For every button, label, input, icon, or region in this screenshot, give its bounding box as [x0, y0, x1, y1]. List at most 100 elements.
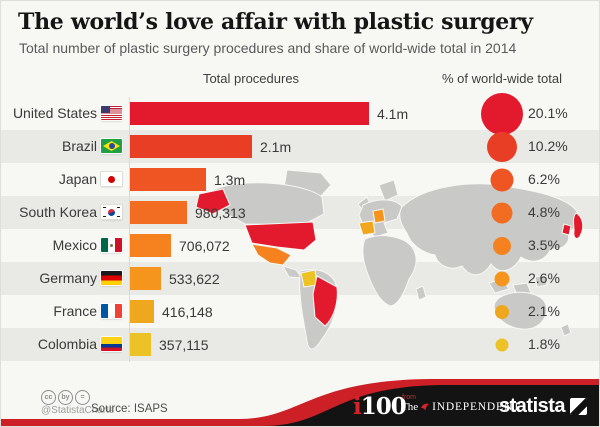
bar-wrap: 1.3m	[130, 163, 245, 196]
table-row: Colombia 357,115 1.8%	[1, 328, 599, 361]
bar-wrap: 980,313	[130, 196, 246, 229]
statista-logo-icon	[570, 398, 588, 415]
cc-license-icon: cc	[41, 390, 56, 405]
country-label: South Korea	[19, 204, 97, 220]
procedures-bar	[130, 333, 151, 356]
share-circle	[493, 236, 511, 255]
map-alaska	[195, 188, 231, 215]
footer-black-band	[263, 385, 599, 426]
column-header-share: % of world-wide total	[442, 71, 562, 86]
procedures-bar	[130, 267, 161, 290]
procedures-value: 416,148	[162, 303, 213, 320]
procedures-bar	[130, 201, 187, 224]
share-value: 3.5%	[528, 237, 560, 253]
share-value: 20.1%	[528, 105, 568, 121]
procedures-value: 1.3m	[214, 171, 246, 188]
page-title: The world’s love affair with plastic sur…	[18, 9, 533, 35]
country-label: Colombia	[37, 336, 97, 352]
statista-charts-handle: @StatistaCharts	[41, 405, 114, 416]
procedures-value: 2.1m	[260, 138, 292, 155]
country-flag-icon	[101, 139, 122, 153]
procedures-value: 357,115	[159, 336, 209, 353]
country-label: United States	[12, 105, 97, 121]
cc-attribution-icon: by	[58, 390, 73, 405]
footer-banner	[1, 379, 599, 426]
map-germany	[372, 208, 386, 224]
country-flag-icon	[101, 172, 122, 186]
country-label: Brazil	[61, 138, 97, 154]
map-madagascar	[415, 285, 427, 301]
source-label: Source: ISAPS	[91, 403, 168, 415]
table-row: France 416,148 2.1%	[1, 295, 599, 328]
map-central-america	[281, 265, 304, 279]
page-subtitle: Total number of plastic surgery procedur…	[19, 40, 517, 56]
map-scandinavia	[378, 179, 399, 202]
statista-logo: statista	[499, 395, 588, 418]
independent-name-label: INDEPENDENT	[432, 401, 521, 413]
rows: United States 4.1m 20.1% Brazil 2.1m 10.…	[1, 92, 599, 361]
share-circle	[495, 338, 509, 351]
procedures-value: 533,622	[169, 270, 220, 287]
share-value: 4.8%	[528, 204, 560, 220]
procedures-value: 980,313	[195, 204, 246, 221]
procedures-bar	[130, 135, 252, 158]
i100-logo-i: i	[353, 393, 362, 420]
independent-logo: from The INDEPENDENT	[401, 394, 521, 413]
world-map	[195, 169, 584, 350]
axis-divider-line	[129, 97, 130, 362]
independent-from-label: from	[402, 394, 416, 401]
country-label: Japan	[58, 171, 97, 187]
map-asia	[399, 183, 580, 276]
share-value: 10.2%	[528, 138, 568, 154]
bar-wrap: 706,072	[130, 229, 230, 262]
statista-logo-text: statista	[499, 395, 566, 417]
country-flag-icon	[101, 304, 122, 318]
map-south-korea	[561, 223, 572, 236]
procedures-bar	[130, 234, 171, 257]
bar-wrap: 357,115	[130, 328, 209, 361]
column-header-procedures: Total procedures	[202, 71, 300, 86]
independent-the-label: The	[401, 401, 419, 413]
share-circle	[490, 168, 514, 191]
country-flag-icon	[101, 106, 122, 120]
map-united-states	[244, 221, 317, 251]
table-row: United States 4.1m 20.1%	[1, 92, 599, 135]
country-label: Germany	[39, 270, 97, 286]
map-colombia	[300, 269, 318, 288]
country-flag-icon	[101, 205, 122, 219]
procedures-value: 706,072	[179, 237, 230, 254]
procedures-bar	[130, 168, 206, 191]
table-row: Japan 1.3m 6.2%	[1, 163, 599, 196]
share-value: 2.6%	[528, 270, 560, 286]
share-circle	[481, 92, 523, 135]
share-value: 6.2%	[528, 171, 560, 187]
map-france	[358, 220, 376, 236]
share-value: 2.1%	[528, 303, 560, 319]
share-circle	[495, 304, 509, 319]
i100-logo: i100	[353, 393, 407, 420]
country-flag-icon	[101, 238, 122, 252]
i100-logo-num: 100	[360, 393, 407, 420]
share-circle	[487, 131, 517, 162]
bar-wrap: 4.1m	[130, 97, 408, 130]
country-label: France	[53, 303, 97, 319]
map-mexico	[251, 243, 292, 266]
country-label: Mexico	[52, 237, 97, 253]
independent-eagle-icon	[421, 403, 430, 411]
map-japan	[573, 212, 584, 239]
map-new-zealand	[560, 323, 572, 337]
procedures-bar	[130, 300, 154, 323]
bar-wrap: 2.1m	[130, 130, 291, 163]
country-flag-icon	[101, 337, 122, 351]
bar-wrap: 533,622	[130, 262, 220, 295]
map-africa	[362, 235, 417, 307]
bar-wrap: 416,148	[130, 295, 213, 328]
map-australia	[493, 291, 547, 330]
procedures-value: 4.1m	[377, 105, 409, 122]
table-row: Mexico 706,072 3.5%	[1, 229, 599, 262]
cc-nd-icon: =	[75, 390, 90, 405]
table-row: Brazil 2.1m 10.2%	[1, 130, 599, 163]
share-circle	[494, 271, 510, 286]
share-circle	[491, 202, 513, 223]
